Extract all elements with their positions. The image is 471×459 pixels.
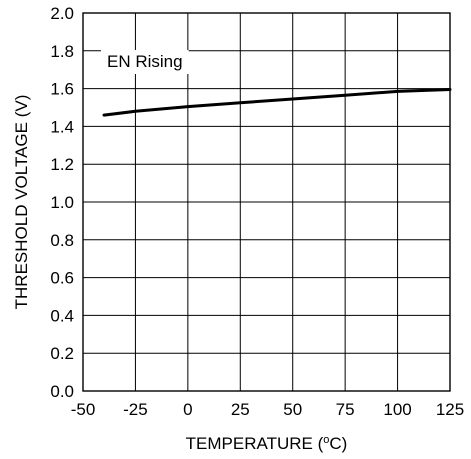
x-tick-label-1: -25: [123, 400, 148, 419]
y-tick-labels: 0.0 0.2 0.4 0.6 0.8 1.0 1.2 1.4 1.6 1.8 2.0: [50, 4, 74, 401]
x-tick-label-0: -50: [71, 400, 96, 419]
y-tick-label-5: 1.0: [50, 193, 74, 212]
y-tick-label-1: 0.2: [50, 344, 74, 363]
annotation-group: EN Rising: [101, 50, 189, 74]
annotation-background: [101, 50, 189, 74]
x-tick-label-5: 75: [336, 400, 355, 419]
y-tick-label-9: 1.8: [50, 42, 74, 61]
x-axis-title-main: TEMPERATURE (: [186, 434, 324, 453]
x-axis-title-degree: o: [323, 434, 329, 446]
x-tick-label-4: 50: [283, 400, 302, 419]
x-tick-labels: -50 -25 0 25 50 75 100 125: [71, 400, 464, 419]
x-axis-title: TEMPERATURE (oC): [186, 434, 348, 453]
x-tick-label-6: 100: [383, 400, 411, 419]
series-line-0: [102, 88, 452, 117]
series-group: [102, 88, 452, 117]
grid-lines: [82, 12, 451, 392]
annotation-en-rising: EN Rising: [107, 52, 183, 71]
x-axis-title-unit: C): [329, 434, 347, 453]
y-tick-label-8: 1.6: [50, 80, 74, 99]
y-tick-label-10: 2.0: [50, 4, 74, 23]
x-tick-label-3: 25: [231, 400, 250, 419]
x-tick-label-2: 0: [183, 400, 192, 419]
y-tick-label-6: 1.2: [50, 155, 74, 174]
plot-frame: [82, 12, 451, 392]
y-tick-label-2: 0.4: [50, 306, 74, 325]
x-tick-label-7: 125: [436, 400, 464, 419]
y-axis-title: THRESHOLD VOLTAGE (V): [12, 95, 31, 310]
y-tick-label-4: 0.8: [50, 231, 74, 250]
y-tick-label-0: 0.0: [50, 382, 74, 401]
y-tick-label-3: 0.6: [50, 269, 74, 288]
y-tick-label-7: 1.4: [50, 117, 74, 136]
